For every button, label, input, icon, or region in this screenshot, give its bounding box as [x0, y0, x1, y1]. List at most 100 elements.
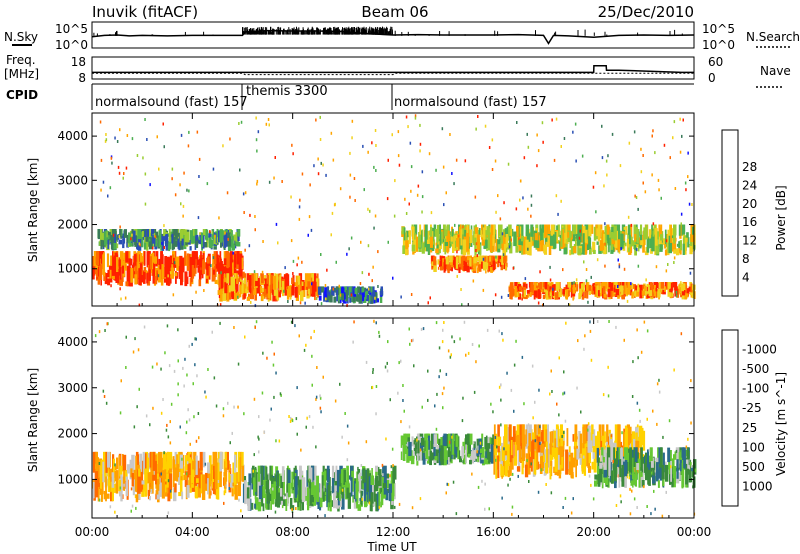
heatmap-speckle — [635, 196, 638, 199]
heatmap-cell — [109, 474, 112, 493]
heatmap-speckle — [479, 441, 482, 445]
heatmap-cell — [489, 437, 492, 444]
heatmap-cell — [658, 295, 660, 300]
heatmap-cell — [204, 242, 208, 248]
heatmap-speckle — [461, 303, 463, 307]
heatmap-cell — [486, 226, 490, 236]
heatmap-speckle — [623, 226, 626, 230]
heatmap-cell — [559, 464, 562, 475]
heatmap-cell — [192, 235, 195, 244]
heatmap-speckle — [387, 240, 389, 244]
heatmap-speckle — [275, 439, 277, 443]
heatmap-speckle — [451, 435, 453, 439]
heatmap-cell — [214, 451, 218, 472]
heatmap-cell — [390, 471, 394, 484]
heatmap-cell — [414, 438, 417, 446]
heatmap-cell — [674, 451, 677, 460]
heatmap-speckle — [482, 288, 485, 292]
heatmap-cell — [368, 476, 372, 499]
heatmap-cell — [237, 294, 240, 299]
heatmap-cell — [624, 285, 627, 295]
heatmap-cell — [569, 249, 572, 256]
heatmap-speckle — [680, 332, 683, 336]
heatmap-cell — [230, 276, 233, 292]
heatmap-cell — [612, 246, 615, 253]
heatmap-cell — [318, 295, 322, 301]
heatmap-speckle — [596, 258, 599, 262]
heatmap-cell — [574, 424, 578, 442]
heatmap-speckle — [197, 412, 200, 415]
heatmap-cell — [565, 289, 568, 300]
heatmap-cell — [184, 455, 188, 480]
heatmap-speckle — [470, 440, 473, 444]
heatmap-cell — [526, 290, 531, 294]
heatmap-cell — [593, 226, 597, 241]
heatmap-speckle — [360, 464, 363, 467]
heatmap-speckle — [177, 382, 179, 386]
heatmap-cell — [588, 290, 592, 295]
heatmap-cell — [624, 447, 627, 462]
heatmap-cell — [466, 264, 470, 273]
heatmap-speckle — [489, 448, 491, 452]
heatmap-speckle — [482, 257, 485, 261]
heatmap-speckle — [261, 391, 264, 395]
heatmap-speckle — [667, 263, 669, 266]
heatmap-cell — [306, 290, 309, 296]
heatmap-cell — [191, 459, 194, 484]
heatmap-cell — [614, 481, 617, 489]
heatmap-cell — [267, 273, 271, 290]
heatmap-speckle — [305, 425, 307, 429]
heatmap-speckle — [252, 469, 254, 473]
heatmap-speckle — [651, 134, 653, 138]
heatmap-speckle — [125, 335, 127, 339]
heatmap-speckle — [237, 295, 239, 299]
heatmap-cell — [183, 474, 187, 480]
heatmap-cell — [132, 479, 135, 496]
heatmap-cell — [449, 451, 452, 462]
heatmap-speckle — [471, 472, 473, 476]
heatmap-cell — [637, 287, 640, 292]
heatmap-speckle — [116, 140, 119, 143]
heatmap-cell — [231, 236, 234, 251]
heatmap-cell — [525, 224, 530, 237]
heatmap-cell — [106, 231, 109, 238]
heatmap-cell — [386, 480, 390, 489]
heatmap-speckle — [550, 369, 552, 373]
heatmap-cell — [159, 468, 162, 497]
heatmap-speckle — [596, 320, 599, 323]
heatmap-cell — [100, 239, 103, 250]
heatmap-cell — [573, 246, 577, 254]
heatmap-cell — [594, 480, 598, 487]
heatmap-cell — [671, 232, 675, 240]
heatmap-cell — [119, 251, 124, 267]
heatmap-cell — [405, 433, 409, 445]
heatmap-speckle — [185, 431, 188, 435]
heatmap-cell — [505, 262, 508, 268]
heatmap-speckle — [384, 365, 387, 369]
heatmap-speckle — [172, 293, 175, 297]
heatmap-cell — [431, 452, 434, 461]
heatmap-cell — [286, 274, 290, 286]
heatmap-cell — [125, 281, 129, 287]
heatmap-speckle — [371, 141, 373, 145]
heatmap-speckle — [212, 479, 215, 482]
heatmap-cell — [234, 273, 237, 284]
heatmap-cell — [310, 482, 315, 496]
heatmap-cell — [668, 450, 672, 462]
heatmap-cell — [243, 284, 247, 289]
heatmap-speckle — [257, 435, 259, 439]
heatmap-cell — [179, 229, 184, 243]
heatmap-cell — [420, 442, 423, 451]
heatmap-cell — [164, 256, 167, 278]
heatmap-speckle — [290, 239, 293, 243]
heatmap-cell — [662, 289, 666, 295]
nave-label: Nave — [760, 64, 791, 78]
heatmap-cell — [181, 238, 184, 246]
heatmap-speckle — [492, 410, 494, 414]
heatmap-cell — [366, 290, 369, 295]
heatmap-cell — [461, 234, 464, 246]
heatmap-speckle — [611, 132, 614, 136]
heatmap-cell — [557, 224, 560, 237]
heatmap-speckle — [224, 231, 226, 235]
heatmap-speckle — [541, 121, 544, 125]
